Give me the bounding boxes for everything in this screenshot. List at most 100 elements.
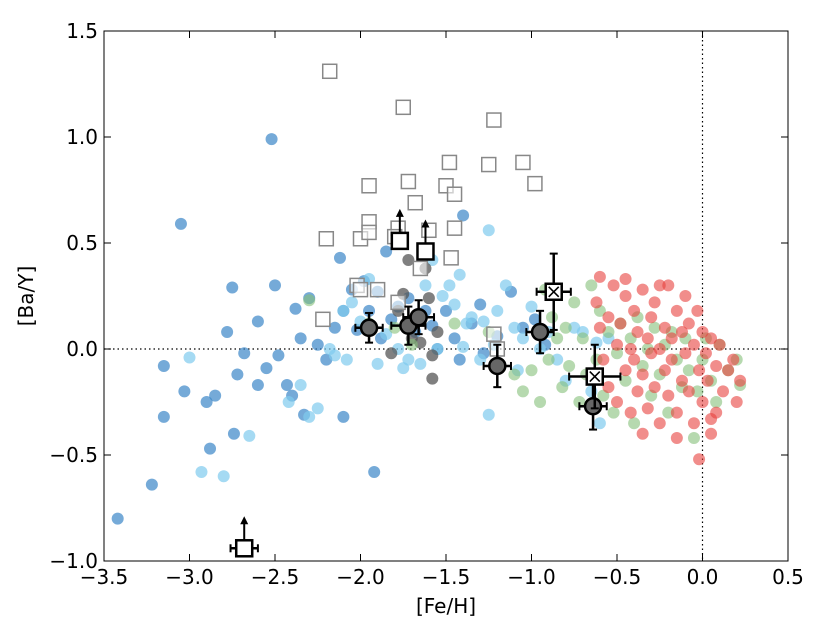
data-point bbox=[559, 321, 572, 334]
data-point-open-square bbox=[515, 154, 531, 171]
reference-lines bbox=[104, 31, 788, 561]
data-point bbox=[221, 326, 234, 339]
data-point bbox=[670, 406, 683, 419]
data-point bbox=[333, 251, 346, 264]
upper-limit-arrowhead bbox=[421, 219, 430, 228]
data-point bbox=[670, 432, 683, 445]
data-point bbox=[422, 292, 435, 305]
x-tick-label: −3.0 bbox=[165, 565, 214, 589]
data-point bbox=[631, 385, 644, 398]
data-point bbox=[636, 359, 649, 372]
data-point bbox=[226, 281, 239, 294]
x-tick-label: 0.5 bbox=[772, 565, 804, 589]
highlighted-open-square bbox=[234, 539, 254, 558]
highlighted-point bbox=[488, 356, 507, 376]
data-point bbox=[227, 427, 240, 440]
data-point-open-square bbox=[412, 260, 429, 277]
data-point bbox=[448, 298, 461, 311]
x-axis-label: [Fe/H] bbox=[416, 594, 476, 618]
data-point bbox=[682, 364, 695, 377]
data-point bbox=[563, 359, 576, 372]
data-point bbox=[585, 279, 598, 292]
data-point bbox=[696, 396, 709, 408]
x-tick-label: −0.5 bbox=[593, 565, 642, 589]
data-point bbox=[426, 372, 439, 385]
data-point-open-square bbox=[390, 294, 406, 311]
data-point bbox=[653, 279, 666, 292]
data-point bbox=[648, 381, 661, 394]
data-point bbox=[687, 432, 700, 445]
data-point bbox=[691, 385, 704, 398]
data-point-open-square bbox=[446, 220, 463, 236]
data-point bbox=[431, 326, 444, 339]
highlighted-open-square bbox=[416, 242, 435, 261]
data-point-open-square bbox=[395, 99, 411, 116]
data-point-open-square bbox=[481, 156, 497, 173]
data-point bbox=[491, 304, 504, 317]
data-point bbox=[679, 290, 692, 302]
data-point bbox=[628, 304, 641, 317]
data-point bbox=[593, 321, 606, 334]
data-point bbox=[665, 353, 678, 366]
data-point bbox=[611, 338, 623, 351]
data-point bbox=[679, 347, 692, 360]
data-point bbox=[294, 379, 307, 392]
data-point bbox=[443, 279, 456, 292]
data-point bbox=[713, 338, 726, 351]
data-point bbox=[265, 133, 278, 146]
data-point bbox=[619, 374, 632, 387]
data-point bbox=[195, 465, 208, 478]
data-point bbox=[217, 470, 230, 483]
data-point bbox=[602, 311, 615, 324]
data-point bbox=[272, 349, 285, 362]
data-point bbox=[641, 332, 654, 345]
data-point bbox=[734, 374, 747, 387]
data-point bbox=[337, 410, 350, 423]
data-point bbox=[717, 385, 730, 398]
data-point bbox=[693, 453, 706, 466]
data-point bbox=[508, 321, 521, 334]
data-point bbox=[628, 417, 641, 430]
data-point bbox=[311, 402, 324, 415]
data-point bbox=[636, 283, 649, 296]
data-point bbox=[289, 302, 302, 315]
data-point bbox=[576, 332, 589, 345]
data-point bbox=[311, 338, 324, 351]
data-point-open-square bbox=[321, 63, 338, 80]
data-point bbox=[269, 279, 281, 292]
data-point bbox=[183, 351, 196, 364]
data-point bbox=[546, 311, 559, 324]
data-point bbox=[238, 347, 251, 360]
data-point bbox=[499, 279, 512, 292]
data-point bbox=[157, 359, 170, 372]
data-point bbox=[691, 304, 704, 317]
data-point bbox=[294, 332, 307, 345]
data-point bbox=[682, 385, 695, 398]
data-point bbox=[453, 268, 466, 281]
x-tick-label: 0.0 bbox=[687, 565, 719, 589]
x-tick-label: −3.5 bbox=[80, 565, 129, 589]
data-point bbox=[457, 340, 470, 353]
data-point bbox=[436, 290, 449, 302]
data-point bbox=[593, 417, 606, 430]
x-tick-label: −1.0 bbox=[507, 565, 556, 589]
data-point bbox=[508, 368, 521, 381]
data-point bbox=[482, 224, 495, 237]
data-point bbox=[178, 385, 191, 398]
x-axis: −3.5 −3.0 −2.5 −2.0 −1.5 −1.0 −0.5 0.0 0.5 bbox=[80, 31, 804, 589]
data-point bbox=[730, 396, 743, 408]
data-point bbox=[607, 279, 620, 292]
y-tick-label: −0.5 bbox=[49, 443, 98, 467]
data-point bbox=[251, 315, 264, 328]
data-point bbox=[414, 357, 427, 370]
data-point bbox=[687, 338, 700, 351]
data-point-open-square bbox=[486, 326, 502, 342]
data-point bbox=[624, 343, 637, 355]
data-point bbox=[602, 381, 615, 394]
data-point bbox=[419, 279, 432, 292]
data-point bbox=[474, 298, 487, 311]
data-point bbox=[593, 270, 606, 283]
data-point bbox=[710, 396, 723, 408]
highlighted-point bbox=[530, 322, 550, 342]
